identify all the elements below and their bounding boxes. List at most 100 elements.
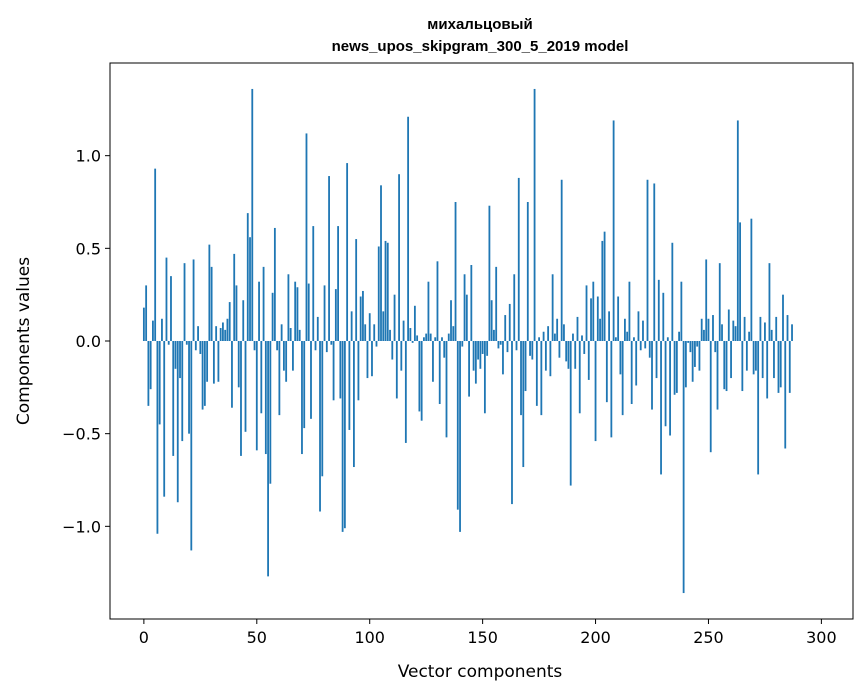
bar-204 <box>603 231 606 341</box>
y-tick-label-1: −0.5 <box>62 425 101 444</box>
bar-68 <box>296 287 299 341</box>
bar-5 <box>154 168 157 341</box>
bar-175 <box>538 337 540 341</box>
bar-139 <box>456 341 459 510</box>
bar-34 <box>219 328 222 341</box>
bar-65 <box>289 328 292 341</box>
bar-258 <box>725 341 728 392</box>
bar-16 <box>179 341 181 379</box>
bar-275 <box>764 322 766 341</box>
bar-54 <box>264 341 267 455</box>
bar-195 <box>583 341 586 354</box>
bar-57 <box>271 292 274 341</box>
bar-45 <box>244 341 247 432</box>
bar-165 <box>515 341 518 351</box>
bar-37 <box>226 318 229 341</box>
x-tick-label-100: 100 <box>354 628 385 647</box>
bar-4 <box>152 320 154 341</box>
x-tick-label-0: 0 <box>139 628 149 647</box>
bar-103 <box>375 341 378 347</box>
bar-269 <box>750 218 753 341</box>
bar-22 <box>192 259 195 341</box>
chart-title-line1: михальцовый <box>427 16 532 33</box>
bar-263 <box>736 120 739 341</box>
bar-96 <box>359 296 362 341</box>
y-tick-label-0: −1.0 <box>62 517 101 536</box>
bar-211 <box>619 341 622 375</box>
bar-243 <box>691 341 694 382</box>
bar-131 <box>438 341 441 405</box>
bar-23 <box>194 341 197 351</box>
bar-119 <box>411 341 414 343</box>
bar-58 <box>273 227 276 341</box>
bar-212 <box>621 341 624 416</box>
bar-172 <box>531 341 534 360</box>
bar-206 <box>608 311 610 341</box>
bar-281 <box>777 341 780 393</box>
bar-130 <box>436 261 439 341</box>
bar-191 <box>574 341 577 369</box>
bar-72 <box>305 133 308 341</box>
bar-67 <box>294 281 297 341</box>
bar-224 <box>648 341 651 358</box>
bar-52 <box>260 341 263 414</box>
bar-108 <box>386 242 389 341</box>
bar-140 <box>459 341 461 532</box>
bar-232 <box>666 337 669 341</box>
bar-42 <box>237 341 240 388</box>
bar-210 <box>617 296 620 341</box>
bar-137 <box>452 326 455 341</box>
bar-154 <box>490 300 493 341</box>
bar-138 <box>454 202 457 341</box>
bar-227 <box>655 341 658 379</box>
y-tick-label-4: 1.0 <box>76 147 101 166</box>
bar-3 <box>149 341 152 390</box>
bar-236 <box>675 341 678 393</box>
bar-40 <box>233 253 236 341</box>
bar-186 <box>563 324 565 341</box>
bar-171 <box>529 341 531 356</box>
y-tick-label-2: 0.0 <box>76 332 101 351</box>
bar-199 <box>592 281 595 341</box>
bar-264 <box>739 222 741 341</box>
bar-222 <box>644 341 647 349</box>
bar-166 <box>517 177 520 341</box>
bar-271 <box>754 341 757 371</box>
bar-106 <box>382 311 385 341</box>
bar-48 <box>251 88 254 341</box>
bar-135 <box>447 333 450 341</box>
bar-76 <box>314 341 317 351</box>
bar-88 <box>341 341 344 532</box>
bar-90 <box>346 163 349 341</box>
bar-64 <box>287 274 290 341</box>
bar-20 <box>188 341 190 434</box>
bar-51 <box>258 281 260 341</box>
bar-181 <box>551 274 554 341</box>
x-tick-label-200: 200 <box>580 628 611 647</box>
bar-153 <box>488 205 491 341</box>
bar-55 <box>267 341 269 577</box>
bar-49 <box>253 341 256 351</box>
bar-228 <box>657 279 660 341</box>
bar-266 <box>743 316 746 341</box>
bar-216 <box>630 341 633 405</box>
bar-82 <box>328 176 330 341</box>
bar-132 <box>441 337 443 341</box>
x-axis-ticks: 0 50 100 150 200 250 300 <box>139 619 837 647</box>
bar-202 <box>599 318 601 341</box>
bar-8 <box>161 318 163 341</box>
bar-121 <box>416 335 419 341</box>
bar-13 <box>172 341 175 456</box>
bar-25 <box>199 341 202 354</box>
bar-100 <box>368 313 371 341</box>
bar-36 <box>224 329 227 341</box>
bar-249 <box>705 259 708 341</box>
bar-86 <box>337 226 339 341</box>
bar-235 <box>673 341 676 395</box>
bar-60 <box>278 341 281 416</box>
bar-46 <box>246 213 249 341</box>
bar-217 <box>633 337 635 341</box>
bar-33 <box>217 341 220 382</box>
bar-17 <box>181 341 184 442</box>
